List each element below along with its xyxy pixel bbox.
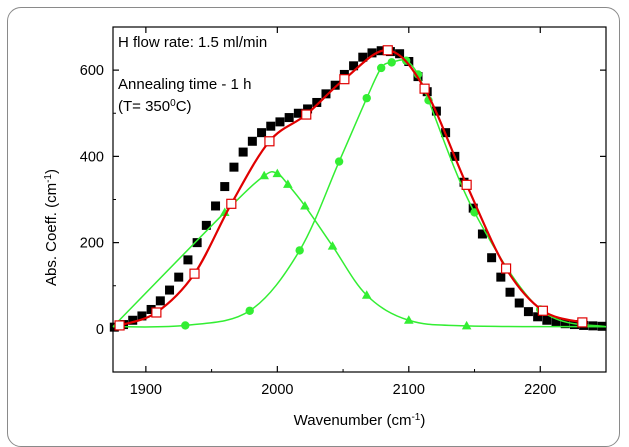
x-tick-label: 2000 <box>261 382 293 398</box>
measured-point <box>275 117 285 127</box>
measured-point <box>551 317 561 327</box>
figure-frame <box>7 7 620 447</box>
component-triangle-point <box>461 320 472 330</box>
fit-point <box>264 136 275 147</box>
annotation-temperature: (T= 3500C) <box>118 98 192 116</box>
component-triangle-point <box>259 170 269 180</box>
y-tick-label: 400 <box>80 149 104 165</box>
component-circle-point <box>470 208 479 217</box>
x-tick-label: 2200 <box>524 382 556 398</box>
measured-point <box>155 296 165 306</box>
measured-point <box>349 61 359 71</box>
measured-point <box>395 49 405 59</box>
fit-point <box>339 74 350 85</box>
component-circle-point <box>387 58 396 67</box>
component-triangle-point <box>272 168 283 178</box>
measured-point <box>229 162 239 172</box>
measured-point <box>183 255 193 265</box>
measured-point <box>266 121 276 131</box>
measured-point <box>505 287 515 297</box>
fit-point <box>461 179 472 190</box>
measured-point <box>321 89 331 99</box>
measured-point <box>128 315 138 325</box>
measured-point <box>560 319 570 329</box>
measured-point <box>165 285 175 295</box>
measured-point <box>514 298 524 308</box>
measured-point <box>542 315 552 325</box>
fit-point <box>382 45 393 56</box>
fit-point <box>301 109 312 120</box>
component-circle-point <box>245 306 254 315</box>
annotation-annealing-time: Annealing time - 1 h <box>118 76 251 93</box>
axis-ticks: 1900 2000 2100 2200 0 200 400 600 <box>80 26 606 398</box>
component-circle-point <box>181 321 190 330</box>
measured-point <box>293 108 303 118</box>
measured-point <box>523 307 533 317</box>
measured-point <box>303 104 313 114</box>
measured-point <box>220 182 230 192</box>
component-triangle-point <box>404 315 414 324</box>
measured-point <box>192 238 202 248</box>
measured-point <box>201 220 211 230</box>
measured-point <box>211 201 221 211</box>
fit-point <box>577 317 588 328</box>
measured-point <box>238 147 248 157</box>
measured-point <box>487 253 497 263</box>
series-layer <box>109 45 607 332</box>
measured-point <box>257 128 267 138</box>
measured-point <box>533 312 543 322</box>
y-tick-label: 200 <box>80 236 104 252</box>
fit-point <box>500 263 512 274</box>
component-circle-point <box>295 246 304 255</box>
measured-point <box>137 311 147 321</box>
component-circle-point <box>334 157 344 166</box>
measured-point <box>174 272 184 282</box>
measured-point <box>330 80 340 90</box>
fit-point <box>151 307 162 318</box>
component-triangle-point <box>283 179 293 188</box>
measured-point <box>477 229 487 239</box>
measured-point <box>569 320 579 330</box>
chart: 1900 2000 2100 2200 0 200 400 600 H flow rate: … <box>43 26 607 430</box>
component-triangle-point <box>327 241 338 250</box>
measured-point <box>284 113 294 123</box>
measured-point <box>358 52 368 62</box>
fit-point <box>419 83 430 94</box>
component-triangle-point <box>361 290 372 299</box>
fit-point <box>114 320 125 331</box>
fit-point <box>189 268 200 279</box>
component-triangle-point <box>300 200 310 210</box>
x-axis-label: Wavenumber (cm-1) <box>294 412 426 430</box>
fit-point <box>537 305 548 316</box>
measured-point <box>468 203 478 213</box>
y-tick-label: 600 <box>80 63 104 79</box>
measured-point <box>312 97 322 107</box>
annotation-flow-rate: H flow rate: 1.5 ml/min <box>118 34 267 51</box>
measured-point <box>496 272 506 282</box>
component-circle-point <box>362 93 371 103</box>
measured-point <box>247 136 257 146</box>
measured-point <box>146 304 156 314</box>
y-axis-label: Abs. Coeff. (cm-1) <box>43 169 61 286</box>
measured-point <box>367 48 377 58</box>
y-tick-label: 0 <box>96 322 104 338</box>
component-line-triangle <box>112 170 607 328</box>
x-tick-label: 1900 <box>130 382 162 398</box>
fit-point <box>226 198 237 209</box>
component-circle-point <box>376 63 386 73</box>
x-tick-label: 2100 <box>393 382 425 398</box>
